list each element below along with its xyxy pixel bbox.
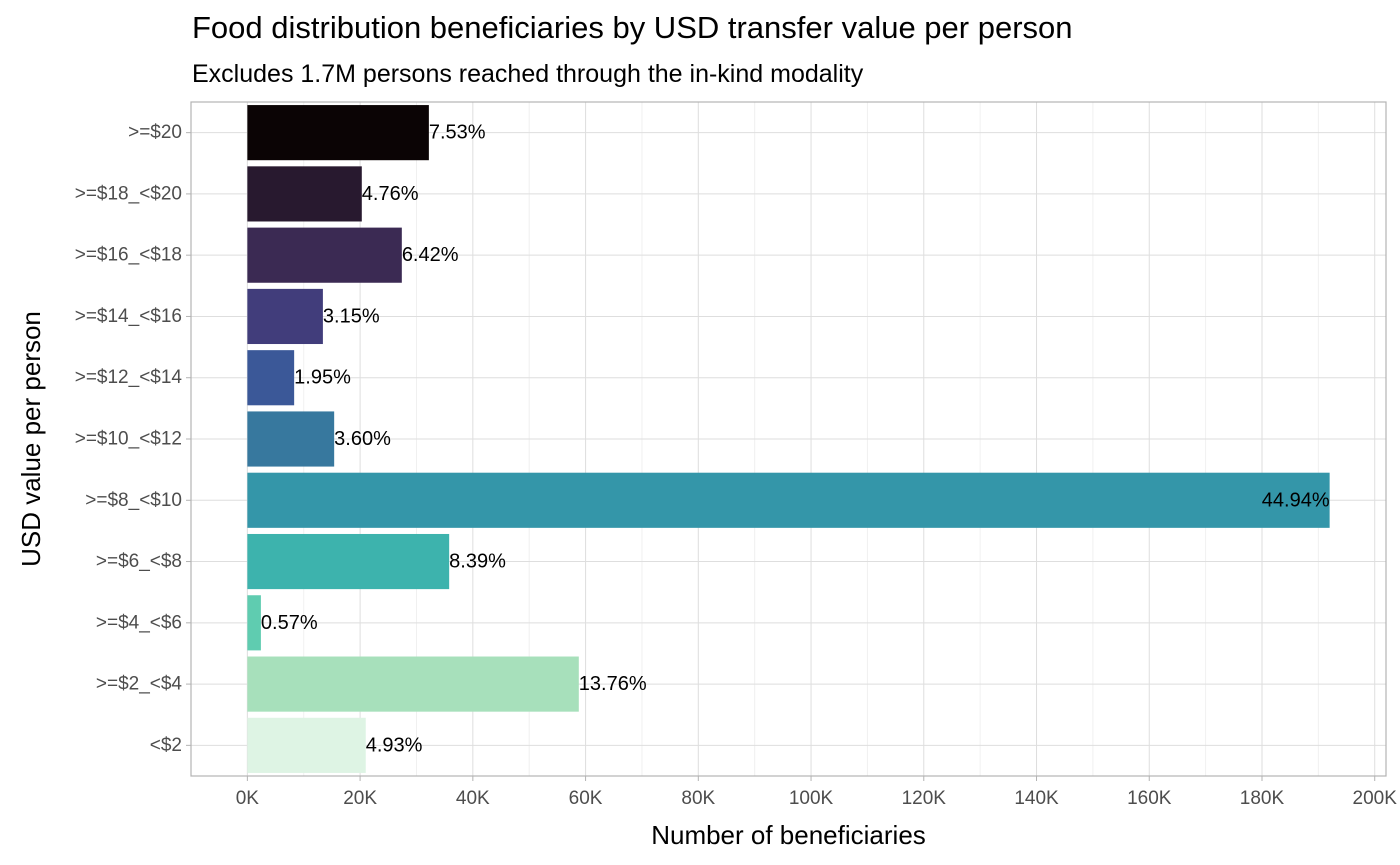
x-tick-label: 180K [1240, 788, 1285, 809]
y-axis-title: USD value per person [16, 311, 46, 567]
x-tick-label: 80K [681, 788, 715, 809]
bar [247, 227, 402, 283]
x-axis-ticks: 0K 20K 40K 60K 80K 100K 120K 140K 160K 180K 200K [236, 776, 1397, 809]
data-labels: 7.53% 4.76% 6.42% 3.15% 1.95% 3.60% 44.94% 8.39… [261, 122, 1330, 757]
y-tick-label: >=$20 [128, 122, 182, 143]
y-tick-label: <$2 [150, 735, 182, 756]
data-label: 7.53% [429, 122, 486, 144]
y-tick-label: >=$18_<$20 [75, 183, 182, 204]
chart-subtitle: Excludes 1.7M persons reached through th… [192, 60, 864, 88]
y-tick-label: >=$8_<$10 [85, 490, 182, 511]
data-label: 1.95% [294, 367, 351, 389]
x-tick-label: 0K [236, 788, 260, 809]
data-label: 6.42% [402, 244, 459, 266]
grid [191, 102, 1386, 776]
bar [247, 595, 261, 651]
y-tick-label: >=$16_<$18 [75, 245, 182, 266]
x-tick-label: 100K [789, 788, 834, 809]
y-tick-label: >=$4_<$6 [96, 612, 182, 633]
bar [247, 472, 1330, 528]
bars [247, 105, 1330, 773]
data-label: 3.15% [323, 305, 380, 327]
x-tick-label: 40K [456, 788, 490, 809]
bar [247, 656, 579, 712]
x-axis-title: Number of beneficiaries [651, 820, 926, 850]
x-tick-label: 160K [1127, 788, 1172, 809]
y-tick-label: >=$2_<$4 [96, 674, 183, 695]
x-tick-label: 200K [1353, 788, 1398, 809]
bar [247, 166, 362, 222]
y-tick-label: >=$12_<$14 [75, 367, 183, 388]
x-tick-label: 60K [569, 788, 603, 809]
data-label: 44.94% [1262, 489, 1330, 511]
x-tick-label: 140K [1014, 788, 1059, 809]
bar [247, 288, 323, 345]
bar [247, 533, 450, 590]
data-label: 4.93% [366, 734, 423, 756]
y-tick-label: >=$6_<$8 [96, 551, 182, 572]
x-tick-label: 120K [902, 788, 947, 809]
data-label: 3.60% [334, 428, 391, 450]
bar [247, 411, 335, 467]
bar [247, 105, 429, 161]
data-label: 0.57% [261, 612, 318, 634]
y-axis-ticks: >=$20 >=$18_<$20 >=$16_<$18 >=$14_<$16 >=$12… [75, 122, 191, 756]
data-label: 8.39% [449, 551, 506, 573]
y-tick-label: >=$10_<$12 [75, 429, 182, 450]
x-tick-label: 20K [343, 788, 377, 809]
bar [247, 350, 295, 406]
bar [247, 717, 366, 773]
data-label: 4.76% [362, 183, 419, 205]
data-label: 13.76% [579, 673, 647, 695]
y-tick-label: >=$14_<$16 [75, 306, 182, 327]
chart-title: Food distribution beneficiaries by USD t… [192, 10, 1073, 45]
